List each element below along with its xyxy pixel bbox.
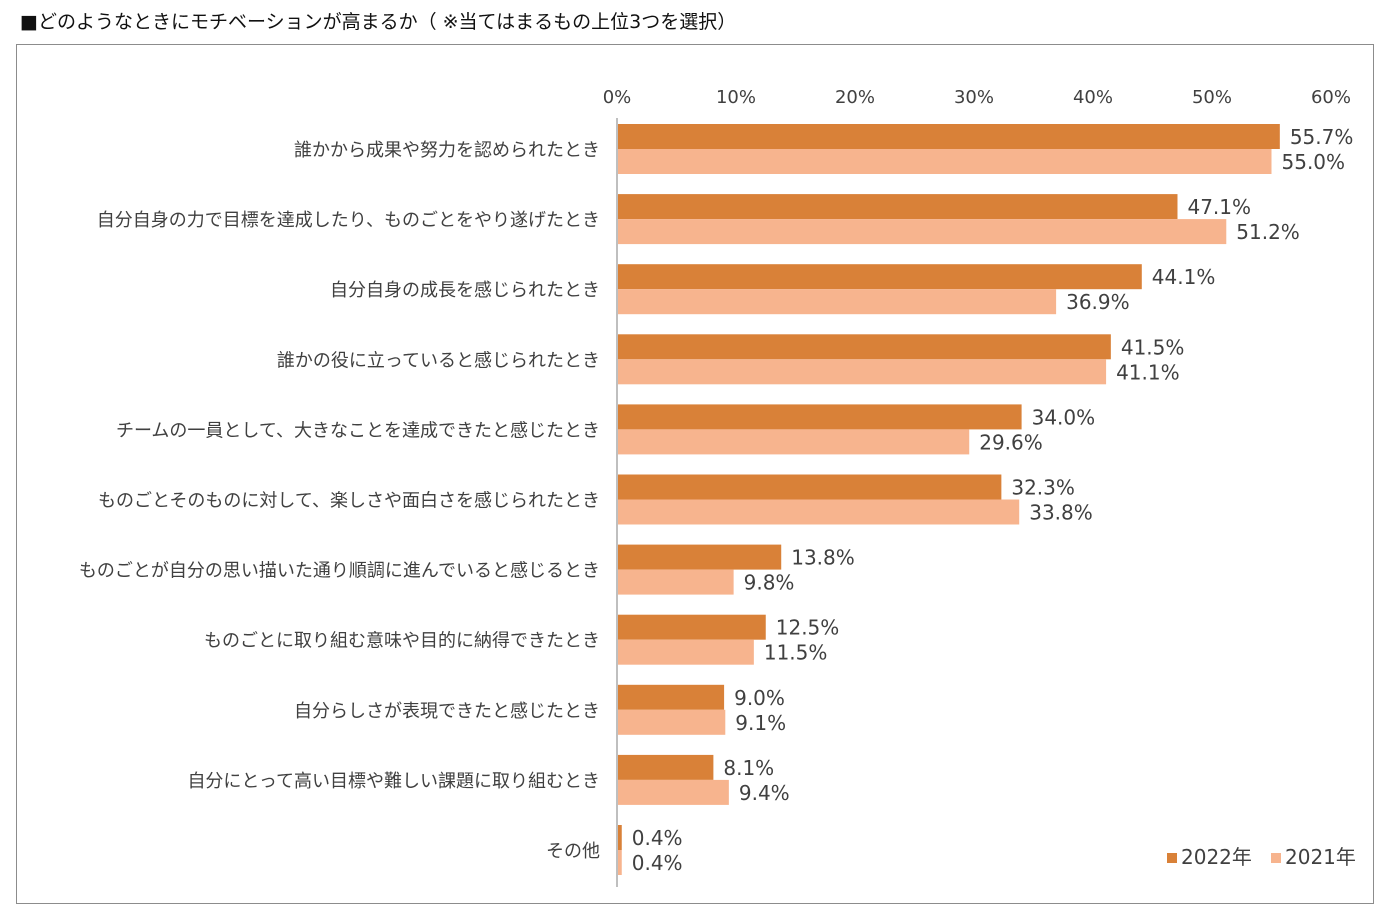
bar-2021 [617, 709, 726, 735]
category-label: 誰かの役に立っていると感じられたとき [277, 350, 600, 371]
data-label: 55.7% [1290, 125, 1354, 149]
category-label: ものごとが自分の思い描いた通り順調に進んでいると感じるとき [79, 561, 600, 582]
bar-2022 [617, 684, 725, 710]
category-label: その他 [546, 841, 600, 862]
data-label: 36.9% [1066, 290, 1130, 314]
bar-2021 [617, 779, 729, 805]
category-label: ものごとに取り組む意味や目的に納得できたとき [204, 631, 600, 652]
x-tick-label: 60% [1311, 87, 1351, 108]
bar-2021 [617, 850, 622, 875]
data-label: 9.0% [734, 686, 785, 710]
bar-2022 [617, 474, 1002, 500]
data-label: 32.3% [1011, 476, 1075, 500]
bar-2021 [617, 149, 1272, 174]
data-label: 0.4% [632, 851, 683, 875]
x-tick-label: 30% [954, 87, 994, 108]
category-label: 誰かから成果や努力を認められたとき [294, 140, 600, 161]
bar-2022 [617, 614, 766, 640]
data-label: 9.4% [739, 781, 790, 805]
x-tick-label: 10% [716, 87, 756, 108]
bar-2021 [617, 569, 734, 595]
bar-2022 [617, 194, 1178, 220]
bar-2022 [617, 404, 1022, 430]
bar-2022 [617, 334, 1111, 360]
x-tick-label: 0% [603, 87, 632, 108]
bar-2022 [617, 825, 622, 850]
category-label: チームの一員として、大きなことを達成できたと感じたとき [116, 420, 600, 441]
data-label: 47.1% [1187, 195, 1251, 219]
x-tick-label: 40% [1073, 87, 1113, 108]
data-label: 41.1% [1116, 360, 1180, 384]
data-label: 0.4% [632, 826, 683, 850]
category-label: 自分にとって高い目標や難しい課題に取り組むとき [187, 771, 600, 792]
data-label: 51.2% [1236, 220, 1300, 244]
page-title: ■どのようなときにモチベーションが高まるか（ ※当てはまるもの上位3つを選択） [20, 11, 737, 33]
data-label: 12.5% [776, 616, 840, 640]
bar-2022 [617, 754, 714, 780]
bar-2021 [617, 429, 970, 455]
data-label: 8.1% [723, 756, 774, 780]
data-label: 33.8% [1029, 501, 1093, 525]
data-label: 29.6% [979, 430, 1043, 454]
bar-chart: 0% 10% 20% 30% 40% 50% 60% 誰かから成果や努力を認められたとき 55.… [79, 87, 1356, 887]
chart-frame: 0% 10% 20% 30% 40% 50% 60% 誰かから成果や努力を認められたとき 55.… [16, 44, 1374, 904]
data-label: 13.8% [791, 546, 855, 570]
bar-2022 [617, 544, 782, 570]
data-label: 55.0% [1282, 150, 1346, 174]
legend-swatch [1167, 853, 1177, 863]
category-label: 自分自身の力で目標を達成したり、ものごとをやり遂げたとき [97, 210, 600, 231]
legend-label: 2021年 [1285, 845, 1356, 869]
data-label: 41.5% [1121, 335, 1185, 359]
bar-2021 [617, 639, 754, 665]
data-label: 9.8% [744, 571, 795, 595]
category-label: ものごとそのものに対して、楽しさや面白さを感じられたとき [98, 491, 600, 512]
category-label: 自分らしさが表現できたと感じたとき [294, 701, 600, 722]
data-label: 9.1% [735, 711, 786, 735]
bar-2021 [617, 499, 1020, 525]
bar-2021 [617, 359, 1107, 385]
data-label: 34.0% [1032, 405, 1096, 429]
bar-2022 [617, 264, 1142, 290]
legend-label: 2022年 [1181, 845, 1252, 869]
data-label: 11.5% [764, 641, 828, 665]
legend-swatch [1271, 853, 1281, 863]
data-label: 44.1% [1152, 265, 1216, 289]
bar-2021 [617, 219, 1227, 245]
bar-2022 [617, 124, 1280, 149]
category-label: 自分自身の成長を感じられたとき [330, 280, 600, 301]
x-tick-label: 20% [835, 87, 875, 108]
bar-2021 [617, 289, 1057, 315]
x-tick-label: 50% [1192, 87, 1232, 108]
